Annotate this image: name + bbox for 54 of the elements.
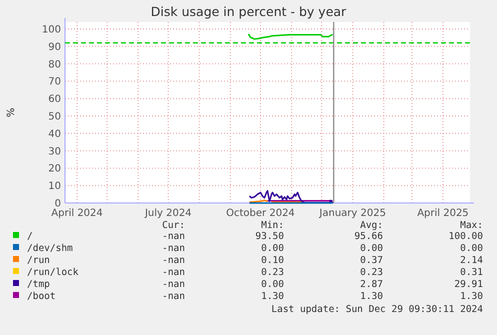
- text: 0.10: [261, 255, 284, 266]
- text: 29.91: [454, 279, 484, 290]
- text: 95.66: [354, 231, 384, 242]
- x-tick-label: January 2025: [318, 208, 386, 219]
- text: -nan: [162, 243, 185, 254]
- text: 0.37: [360, 255, 383, 266]
- legend-label: /run: [27, 255, 50, 266]
- text: Avg:: [360, 220, 383, 231]
- chart-title: Disk usage in percent - by year: [150, 4, 348, 19]
- x-tick-label: April 2025: [417, 208, 469, 219]
- legend-label: /: [27, 231, 33, 242]
- y-tick-label: 50: [48, 111, 61, 122]
- text: 100.00: [448, 231, 484, 242]
- text: 2.14: [460, 255, 484, 266]
- text: -nan: [162, 291, 185, 302]
- legend-label: /boot: [27, 291, 56, 302]
- text: 0.23: [261, 267, 284, 278]
- y-tick-label: 40: [48, 128, 61, 140]
- text: 0.31: [460, 267, 484, 278]
- x-tick-label: July 2024: [144, 208, 192, 219]
- text: 0.00: [460, 243, 484, 254]
- text: 1.30: [360, 291, 384, 302]
- text: 0.00: [261, 279, 284, 290]
- y-tick-label: 60: [48, 94, 61, 106]
- y-tick-label: 30: [48, 146, 61, 158]
- line-series: [248, 190, 334, 204]
- x-tick-label: October 2024: [226, 208, 295, 219]
- y-axis-title: %: [6, 108, 17, 118]
- text: 1.30: [261, 291, 284, 302]
- y-tick-label: 0: [54, 198, 61, 210]
- y-tick-label: 10: [48, 181, 61, 192]
- y-tick-label: 20: [48, 164, 61, 175]
- y-tick-label: 80: [48, 59, 61, 70]
- text: 0.00: [261, 243, 284, 254]
- text: Last update: Sun Dec 29 09:30:11 2024: [271, 304, 484, 315]
- x-tick-label: April 2024: [51, 208, 103, 219]
- y-tick-label: 90: [48, 42, 61, 53]
- text: 1.30: [460, 291, 484, 302]
- text: Cur:: [162, 220, 185, 231]
- text: -nan: [162, 255, 185, 266]
- text: 2.87: [360, 279, 383, 290]
- text: -nan: [162, 279, 185, 290]
- y-tick-label: 70: [48, 76, 61, 88]
- text: 93.50: [255, 231, 284, 242]
- legend-label: /run/lock: [27, 267, 79, 278]
- text: 0.00: [360, 243, 384, 254]
- legend-label: /tmp: [27, 279, 50, 290]
- text: 0.23: [360, 267, 383, 278]
- text: -nan: [162, 267, 185, 278]
- y-tick-label: 100: [42, 24, 61, 36]
- text: Max:: [460, 220, 483, 231]
- text: -nan: [162, 231, 185, 242]
- text: Min:: [261, 220, 284, 231]
- legend-label: /dev/shm: [27, 243, 74, 254]
